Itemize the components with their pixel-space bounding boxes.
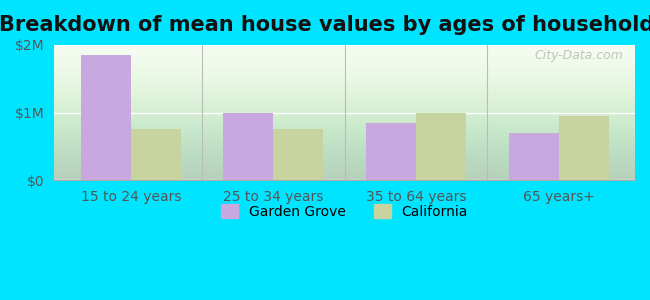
Bar xyxy=(416,112,466,180)
Bar xyxy=(224,112,274,180)
Text: City-Data.com: City-Data.com xyxy=(534,49,623,62)
Title: Breakdown of mean house values by ages of householders: Breakdown of mean house values by ages o… xyxy=(0,15,650,35)
Bar xyxy=(509,133,559,180)
Legend: Garden Grove, California: Garden Grove, California xyxy=(216,199,474,225)
Bar xyxy=(131,129,181,180)
Bar xyxy=(274,129,323,180)
Bar xyxy=(559,116,608,180)
Bar xyxy=(366,123,416,180)
Bar xyxy=(81,55,131,180)
